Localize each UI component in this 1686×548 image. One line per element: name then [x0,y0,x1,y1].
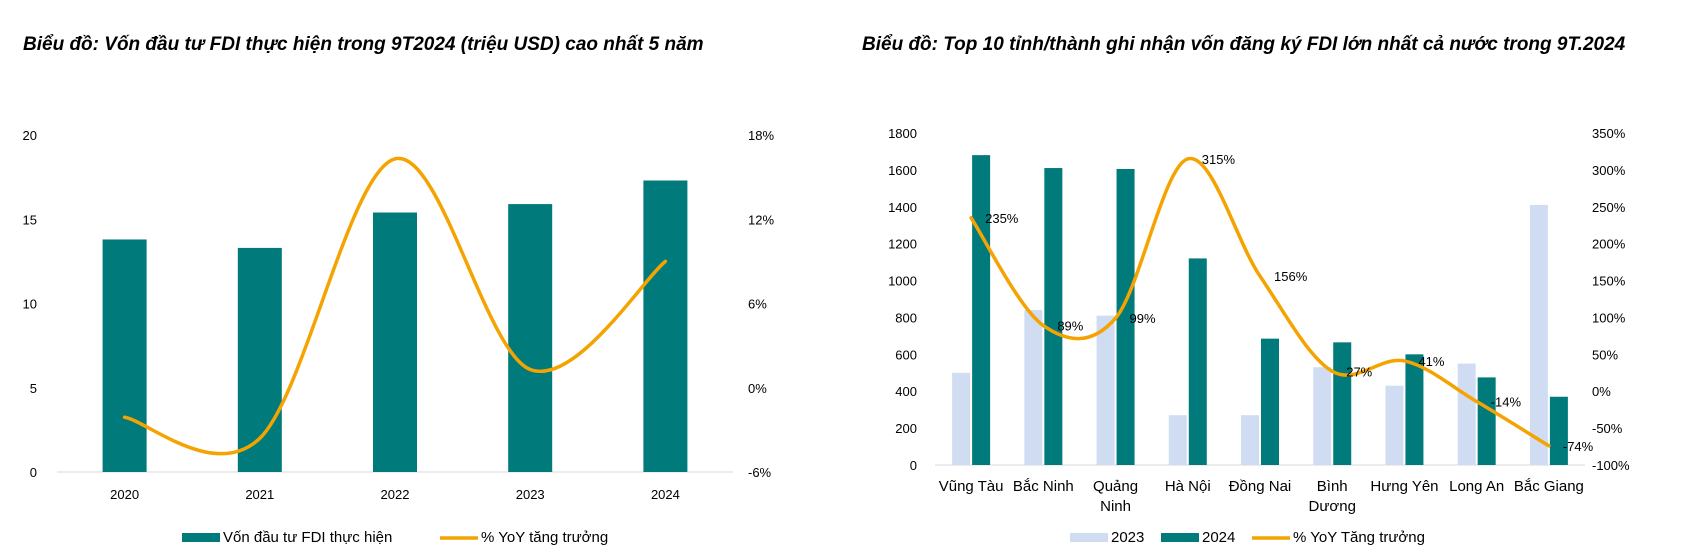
chart2-y-right-tick: -50% [1592,421,1623,436]
chart1-bar [237,247,282,472]
chart2-bar-2023 [1241,415,1259,465]
chart2-bar-2023 [1096,315,1115,465]
chart2-data-label: 41% [1418,354,1444,369]
chart2-y-right-tick: 300% [1592,163,1626,178]
chart2-x-tick: Bình [1317,478,1348,495]
chart2-bar-2024 [1477,377,1496,465]
chart1-x-tick: 2023 [516,487,545,502]
chart2-y-left-tick: 1000 [888,274,917,289]
chart2-x-tick: Vũng Tàu [939,478,1004,495]
chart2-y-left-tick: 400 [895,384,917,399]
chart2-bar-2024 [1188,258,1207,465]
chart1-y-right-tick: 12% [748,212,774,227]
chart2-y-left-tick: 1800 [888,126,917,141]
chart2-data-label: -74% [1563,439,1594,454]
chart2-data-label: 89% [1057,319,1083,334]
chart2-bar-2023 [1529,204,1548,465]
chart2-y-left-tick: 1600 [888,163,917,178]
chart1-yoy-line [122,157,668,456]
chart2-x-tick: Dương [1309,498,1356,515]
chart1-y-left-tick: 0 [30,465,37,480]
chart1-bar [508,204,553,472]
chart2-bar-2023 [1457,363,1476,465]
chart1-x-tick: 2021 [245,487,274,502]
chart1-y-right-tick: 0% [748,381,767,396]
chart2-y-right-tick: 0% [1592,384,1611,399]
chart2-bar-2023 [1024,310,1043,465]
chart2-data-label: 99% [1130,311,1156,326]
chart2-x-tick: Hà Nội [1165,478,1211,495]
chart2-x-tick: Bắc Giang [1514,478,1584,495]
chart2-y-right-tick: 50% [1592,347,1618,362]
chart2-y-right-tick: 100% [1592,310,1626,325]
chart2-bar-2024 [1333,342,1352,465]
chart2-y-right-tick: 350% [1592,126,1626,141]
chart2-x-tick: Ninh [1100,498,1131,515]
chart2-y-right-tick: 200% [1592,237,1626,252]
chart2-x-tick: Bắc Ninh [1013,478,1074,495]
chart2-title: Biểu đồ: Top 10 tỉnh/thành ghi nhận vốn … [862,34,1626,55]
chart2-bar-2023 [1385,385,1404,465]
chart1-bar [373,212,417,472]
chart2-bar-2024 [1044,168,1063,466]
chart2-legend-2023-swatch [1070,533,1108,542]
chart2-bar-2023 [1168,415,1187,465]
chart1-bar [643,180,688,472]
chart2-bar-2024 [1405,354,1424,465]
chart2-bar-2024 [1261,338,1279,465]
chart2-data-label: 27% [1346,364,1372,379]
chart2-x-tick: Đồng Nai [1229,478,1292,495]
chart2-bar-2023 [952,372,971,465]
chart2-legend-2024-swatch [1161,533,1199,542]
chart1-x-tick: 2022 [381,487,410,502]
chart2-y-right-tick: 250% [1592,200,1626,215]
chart2-y-left-tick: 0 [910,458,917,473]
chart2-legend-2024-label: 2024 [1202,529,1235,546]
chart1-legend-bar-swatch [182,533,220,542]
chart1-x-tick: 2024 [651,487,680,502]
chart2-bar-2024 [1116,168,1135,465]
chart2-bar-2024 [972,155,991,465]
chart2-y-left-tick: 200 [895,421,917,436]
chart2-data-label: 315% [1202,152,1236,167]
chart2-x-tick: Long An [1449,478,1504,495]
chart1-y-left-tick: 20 [23,128,37,143]
chart1-legend-bar-label: Vốn đầu tư FDI thực hiện [223,529,392,546]
chart1-y-left-tick: 10 [23,297,37,312]
chart1-y-right-tick: 18% [748,128,774,143]
chart1-y-left-tick: 5 [30,381,37,396]
chart2-bar-2023 [1313,367,1332,465]
chart2-y-left-tick: 1200 [888,237,917,252]
chart2-data-label: 235% [985,211,1019,226]
chart2-legend-2023-label: 2023 [1111,529,1144,546]
chart2-y-left-tick: 600 [895,347,917,362]
chart1-legend-line-label: % YoY tăng trưởng [481,529,608,546]
chart2-bar-2024 [1549,396,1568,465]
chart2-data-label: 156% [1274,269,1308,284]
chart2-y-right-tick: 150% [1592,274,1626,289]
chart2-y-left-tick: 1400 [888,200,917,215]
chart2-x-tick: Hưng Yên [1370,478,1438,495]
chart1-y-right-tick: -6% [748,465,772,480]
chart2-y-right-tick: -100% [1592,458,1630,473]
chart2-legend-line-label: % YoY Tăng trưởng [1293,529,1425,546]
chart2-yoy-line [969,157,1551,448]
chart1-title: Biểu đồ: Vốn đầu tư FDI thực hiện trong … [23,34,704,55]
chart2-x-tick: Quảng [1093,478,1138,495]
chart1-y-right-tick: 6% [748,297,767,312]
chart1-bar [102,239,147,472]
chart2-data-label: -14% [1491,395,1522,410]
chart1-y-left-tick: 15 [23,212,37,227]
chart2-y-left-tick: 800 [895,310,917,325]
chart1-x-tick: 2020 [110,487,139,502]
